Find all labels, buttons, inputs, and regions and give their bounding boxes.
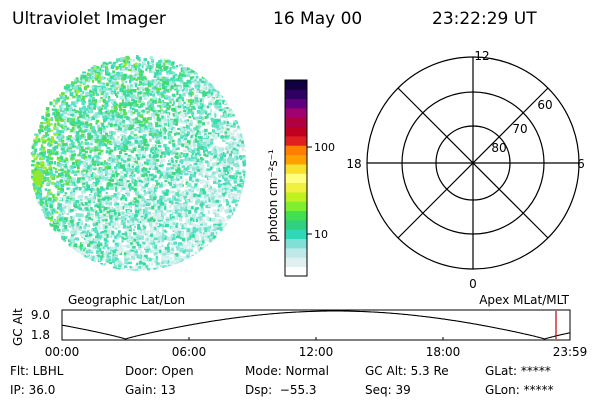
time-tick-2359: 23:59 — [553, 345, 588, 359]
color-scale-step — [285, 220, 307, 230]
auroral-image-disk — [30, 55, 246, 271]
time-tick-1800: 18:00 — [426, 345, 461, 359]
dsp-readout: Dsp: −55.3 — [245, 383, 317, 397]
mlat-label-60: 60 — [537, 98, 552, 112]
color-scale-step — [285, 154, 307, 165]
instrument-title: Ultraviolet Imager — [12, 9, 166, 29]
color-scale-step — [285, 136, 307, 146]
color-scale-step — [285, 80, 307, 90]
polar-grid — [366, 56, 580, 270]
mlat-label-70: 70 — [512, 122, 527, 136]
image-date: 16 May 00 — [273, 9, 362, 29]
mlt-label-6: 6 — [577, 157, 585, 171]
time-tick-0600: 06:00 — [172, 345, 207, 359]
mlat-label-80: 80 — [491, 141, 506, 155]
alt-tick-max: 9.0 — [31, 308, 50, 322]
glon-readout: GLon: ***** — [485, 383, 554, 397]
color-scale-tick-100: 100 — [314, 141, 335, 154]
color-scale-step — [285, 173, 307, 184]
color-scale-step — [285, 257, 307, 268]
time-tick-1200: 12:00 — [299, 345, 334, 359]
color-scale-tick-10: 10 — [314, 228, 328, 241]
ip-readout: IP: 36.0 — [10, 383, 55, 397]
color-scale-unit-label: photon cm⁻²s⁻¹ — [266, 149, 280, 242]
color-scale-step — [285, 126, 307, 137]
color-scale-step — [285, 238, 307, 249]
gain-readout: Gain: 13 — [125, 383, 176, 397]
door-readout: Door: Open — [125, 364, 194, 378]
seq-readout: Seq: 39 — [365, 383, 411, 397]
mlt-label-18: 18 — [346, 157, 361, 171]
color-scale-frame — [284, 79, 308, 277]
image-time: 23:22:29 UT — [432, 9, 537, 29]
gc-alt-readout: GC Alt: 5.3 Re — [365, 364, 449, 378]
apex-coords-caption: Apex MLat/MLT — [479, 293, 569, 307]
color-scale-step — [285, 108, 307, 118]
color-scale-step — [285, 266, 307, 277]
color-scale-step — [285, 117, 307, 128]
color-scale-step — [285, 229, 307, 240]
time-tick-0000: 00:00 — [45, 345, 80, 359]
color-scale-step — [285, 89, 307, 100]
alt-axis-label: GC Alt — [11, 308, 25, 346]
geo-coords-caption: Geographic Lat/Lon — [68, 293, 185, 307]
filter-readout: Flt: LBHL — [10, 364, 64, 378]
color-scale-step — [285, 201, 307, 212]
color-scale-step — [285, 248, 307, 258]
mode-readout: Mode: Normal — [245, 364, 329, 378]
mlt-label-12: 12 — [474, 49, 489, 63]
alt-tick-min: 1.8 — [31, 328, 50, 342]
color-scale-step — [285, 192, 307, 202]
color-scale-bar — [285, 80, 307, 277]
altitude-curve — [61, 310, 571, 340]
glat-readout: GLat: ***** — [485, 364, 551, 378]
color-scale-step — [285, 164, 307, 174]
color-scale-step — [285, 98, 307, 109]
color-scale-step — [285, 210, 307, 221]
color-scale-step — [285, 145, 307, 156]
color-scale-step — [285, 182, 307, 193]
mlt-label-0: 0 — [469, 277, 477, 291]
